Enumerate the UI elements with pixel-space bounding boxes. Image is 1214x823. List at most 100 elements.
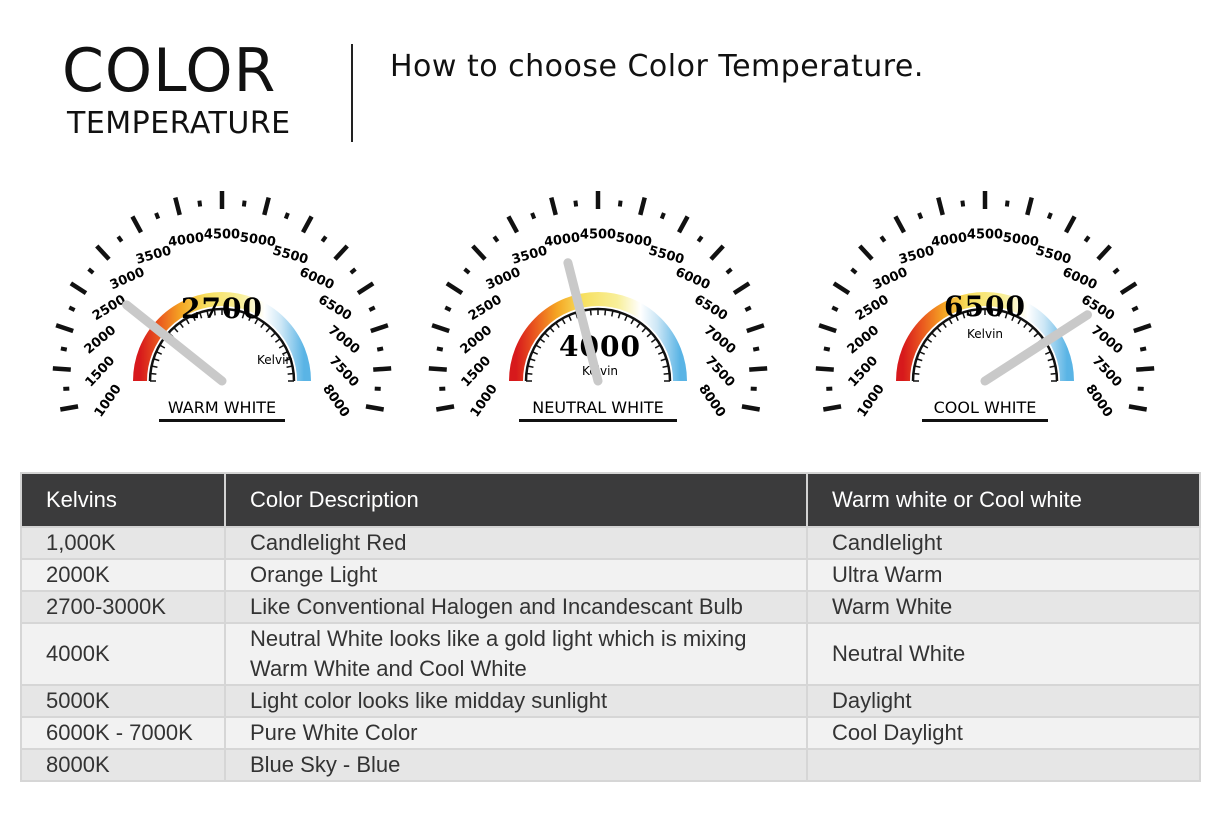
inner-tick (646, 332, 653, 338)
inner-tick (159, 344, 166, 349)
inner-tick (997, 310, 1001, 317)
major-tick (893, 215, 906, 234)
gauge-value: 4000 (559, 330, 641, 363)
cell-description: Pure White Color (224, 716, 808, 750)
scale-label: 2500 (853, 292, 892, 324)
cell-kelvins: 2000K (20, 558, 226, 592)
scale-label: 2500 (90, 292, 129, 324)
minor-tick (725, 267, 733, 275)
inner-tick (1049, 365, 1056, 369)
inner-tick (260, 322, 265, 329)
inner-tick (962, 312, 966, 319)
scale-label: 1000 (855, 382, 888, 420)
scale-label: 2000 (458, 323, 496, 358)
cell-warm-cool: Candlelight (806, 526, 1201, 560)
inner-tick (948, 318, 953, 325)
inner-tick (287, 372, 294, 375)
major-tick (173, 196, 182, 216)
minor-tick (960, 200, 966, 207)
inner-tick (914, 365, 921, 369)
cell-warm-cool: Warm White (806, 590, 1201, 624)
scale-label: 5500 (271, 243, 310, 267)
minor-tick (917, 212, 924, 220)
minor-tick (1131, 305, 1139, 312)
inner-tick (636, 322, 641, 329)
minor-tick (197, 200, 203, 207)
minor-tick (530, 212, 537, 220)
gauge-label: WARM WHITE (168, 398, 276, 417)
inner-tick (604, 309, 607, 316)
inner-tick (1050, 372, 1057, 375)
inner-tick (179, 322, 184, 329)
inner-tick (529, 358, 536, 362)
scale-label: 3000 (871, 265, 910, 293)
minor-tick (436, 346, 444, 352)
gauge-label: NEUTRAL WHITE (532, 398, 663, 417)
major-tick (1128, 404, 1148, 412)
inner-tick (153, 358, 160, 362)
major-tick (749, 366, 768, 372)
cell-description: Orange Light (224, 558, 808, 592)
gauge-unit: Kelvin (967, 327, 1003, 341)
minor-tick (1004, 200, 1010, 207)
header-warm-cool: Warm white or Cool white (806, 472, 1201, 528)
inner-tick (976, 309, 979, 316)
subtitle: How to choose Color Temperature. (390, 49, 924, 84)
gauge-value: 6500 (944, 290, 1026, 323)
inner-tick (913, 372, 920, 375)
scale-label: 8000 (695, 382, 728, 420)
minor-tick (573, 200, 579, 207)
divider (351, 44, 353, 142)
inner-tick (270, 332, 277, 338)
inner-tick (650, 338, 657, 343)
inner-tick (568, 314, 572, 322)
color-arc (509, 292, 687, 382)
inner-tick (278, 344, 285, 349)
major-tick (1136, 366, 1155, 372)
minor-tick (283, 212, 290, 220)
scale-label: 8000 (1082, 382, 1115, 420)
inner-tick (254, 318, 259, 325)
cell-description: Like Conventional Halogen and Incandesca… (224, 590, 808, 624)
inner-tick (922, 344, 929, 349)
cell-warm-cool (806, 748, 1201, 782)
inner-tick (1047, 358, 1054, 362)
inner-tick (213, 309, 216, 316)
scale-label: 4000 (543, 230, 581, 250)
inner-tick (657, 351, 665, 355)
inner-tick (185, 318, 190, 325)
minor-tick (60, 346, 68, 352)
inner-tick (916, 358, 923, 362)
minor-tick (320, 235, 328, 243)
inner-tick (284, 358, 291, 362)
major-tick (435, 404, 455, 412)
scale-label: 3000 (108, 265, 147, 293)
inner-tick (918, 351, 926, 355)
inner-tick (286, 365, 293, 369)
inner-tick (531, 351, 539, 355)
gauges: 1000150020002500300035004000450050005500… (52, 191, 1155, 422)
cell-warm-cool: Cool Daylight (806, 716, 1201, 750)
table-row: 2700-3000K Like Conventional Halogen and … (20, 590, 1201, 624)
inner-tick (561, 318, 566, 325)
scale-label: 3000 (484, 265, 523, 293)
minor-tick (752, 346, 760, 352)
table-row: 5000K Light color looks like midday sunli… (20, 684, 1201, 718)
cell-kelvins: 6000K - 7000K (20, 716, 226, 750)
inner-tick (942, 322, 947, 329)
table-row: 8000K Blue Sky - Blue (20, 748, 1201, 782)
scale-label: 5500 (647, 243, 686, 267)
major-tick (746, 323, 765, 334)
major-tick (445, 281, 464, 296)
inner-tick (955, 314, 959, 322)
minor-tick (87, 267, 95, 275)
scale-label: 4000 (930, 230, 968, 250)
minor-tick (1139, 346, 1147, 352)
inner-tick (1004, 312, 1008, 319)
minor-tick (116, 235, 124, 243)
inner-tick (526, 372, 533, 375)
cell-kelvins: 1,000K (20, 526, 226, 560)
scale-label: 6500 (315, 292, 354, 324)
minor-tick (241, 200, 247, 207)
major-tick (356, 281, 375, 296)
